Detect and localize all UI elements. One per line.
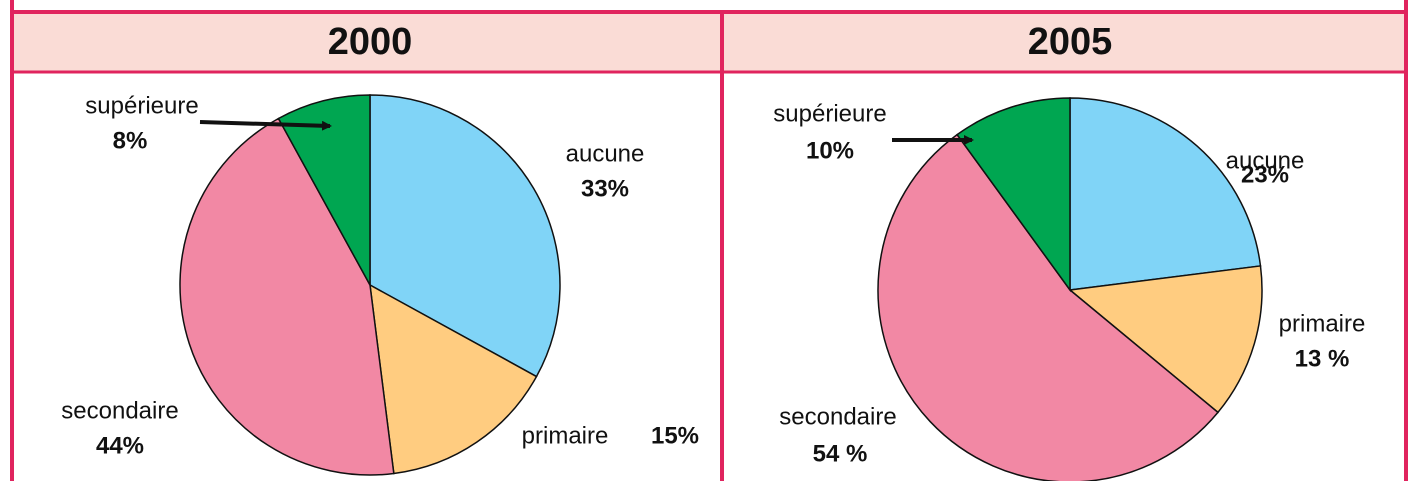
pie-slice (369, 283, 538, 475)
pie-slice (1069, 97, 1262, 291)
value-label: 15% (651, 422, 699, 449)
value-label: 44% (96, 432, 144, 459)
chart-title: 2005 (1028, 21, 1113, 63)
slice-label: primaire (1279, 310, 1366, 337)
value-label: 8% (113, 127, 148, 154)
arrow (199, 120, 332, 131)
header-band (14, 14, 1404, 71)
pie-slice (179, 117, 395, 476)
slice-label: secondaire (779, 403, 896, 430)
value-label: 33% (581, 175, 629, 202)
pie-slice (877, 133, 1219, 481)
chart-title: 2000 (328, 21, 413, 63)
pie-slice (369, 94, 561, 378)
slice-label: supérieure (773, 100, 886, 127)
pies (179, 94, 1263, 481)
pie-slice (1068, 265, 1263, 414)
value-label: 13 % (1295, 345, 1350, 372)
value-label: 54 % (813, 440, 868, 467)
pie-slice (277, 94, 371, 286)
slice-label: secondaire (61, 397, 178, 424)
slice-label: supérieure (85, 92, 198, 119)
slice-label: aucune (1226, 147, 1305, 174)
value-label: 10% (806, 137, 854, 164)
value-label: 23% (1241, 161, 1289, 188)
slice-label: primaire (522, 422, 609, 449)
pie-slice (956, 97, 1071, 293)
slice-label: aucune (566, 140, 645, 167)
